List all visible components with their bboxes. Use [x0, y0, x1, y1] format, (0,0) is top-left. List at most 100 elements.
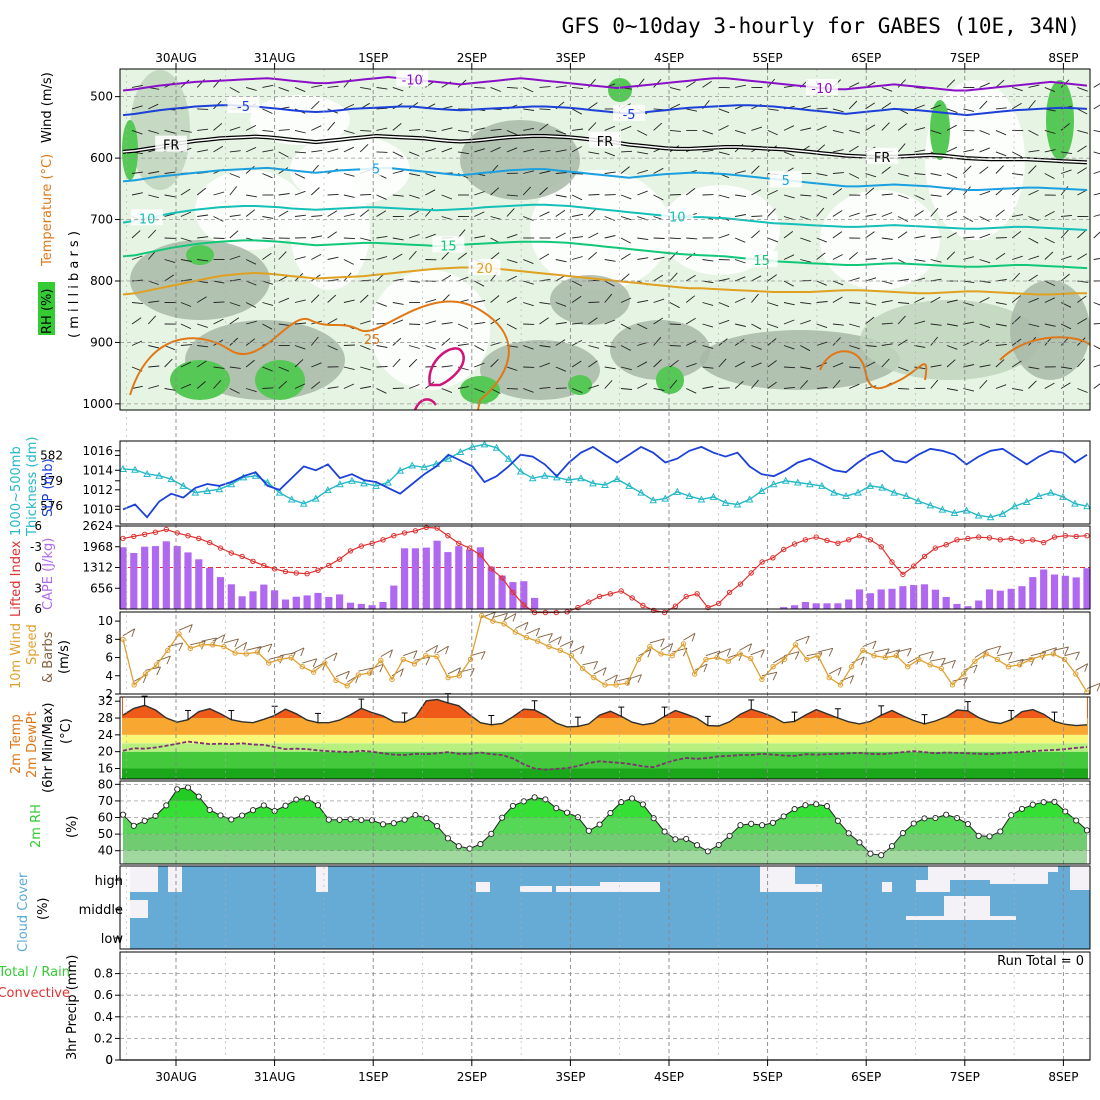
- rh-point: [1018, 805, 1026, 812]
- wind-speed-point: [602, 682, 608, 688]
- wind-barb-flag: [548, 633, 553, 642]
- wind-speed-point: [781, 656, 787, 663]
- li-point: [726, 589, 733, 596]
- rh-point: [802, 802, 809, 809]
- upper-ytick-label: 700: [90, 213, 113, 227]
- wind-barb: [408, 151, 420, 157]
- precip-ytick-label-zero: 0: [105, 1053, 113, 1067]
- rh-point: [867, 850, 874, 857]
- li-point: [228, 550, 235, 556]
- wind-speed-point: [613, 682, 619, 688]
- upper-air-panel: -10 -10 -5 -5 FR FR FR 5 5 10 10 15 15 20 25 500 600 700…: [82, 69, 1100, 411]
- wind-barb: [327, 85, 339, 88]
- wind-barb: [327, 256, 339, 260]
- wind-barb: [637, 323, 648, 330]
- wind-barb-10m: [862, 640, 877, 648]
- cloud-gap: [1070, 866, 1090, 890]
- thickness-point: [540, 471, 549, 479]
- cape-bar: [271, 590, 279, 609]
- wind-barb: [849, 82, 860, 88]
- wind-barb: [343, 129, 355, 134]
- wind-barb: [604, 319, 616, 325]
- wind-barb-10m: [851, 656, 865, 664]
- slp-ytick-label: 1012: [82, 483, 113, 497]
- wind-speed-point: [434, 653, 440, 660]
- thickness-line: [122, 443, 1088, 518]
- wind-barb: [310, 100, 320, 110]
- cape-bar: [130, 553, 138, 609]
- rh-shade: [460, 120, 580, 200]
- wind-barb: [783, 302, 795, 306]
- date-label-top: 8SEP: [1048, 51, 1078, 65]
- wind-barb: [881, 212, 893, 217]
- date-label-top: 30AUG: [155, 51, 197, 65]
- wind-barb: [229, 230, 239, 239]
- ylabel-convective: Convective: [0, 986, 70, 1001]
- wind-barb: [474, 388, 485, 393]
- date-label-bottom: 8SEP: [1048, 1070, 1078, 1084]
- isotherm-label-bg: [155, 135, 188, 152]
- li-point: [1073, 533, 1079, 540]
- wind-barb: [783, 151, 795, 157]
- wind-barb: [800, 127, 812, 131]
- wind-barb-flag: [470, 668, 475, 677]
- rh-band: [123, 850, 1087, 864]
- wind-speed-point: [1039, 653, 1045, 659]
- wind-barb: [229, 214, 241, 217]
- wind-barb-flag: [929, 651, 934, 660]
- wind-barb: [686, 108, 698, 112]
- rh-point: [390, 820, 397, 827]
- cloud-gap: [1048, 866, 1058, 872]
- wind-barb: [751, 165, 760, 174]
- wind-barb: [490, 358, 499, 368]
- isotherm-label: FR: [163, 139, 180, 154]
- wind-barb: [148, 385, 160, 389]
- thickness-point: [709, 492, 718, 500]
- wind-speed-point: [1061, 656, 1068, 663]
- wind-barb: [1093, 214, 1100, 217]
- wind-barb: [457, 252, 468, 260]
- wind-barb: [245, 359, 255, 368]
- wind-barb: [131, 340, 143, 346]
- wind-speed-point: [120, 636, 126, 642]
- wind-barb: [180, 188, 191, 196]
- wind-barb: [278, 167, 289, 174]
- wind-barb: [474, 127, 486, 131]
- wind-barb: [180, 279, 192, 282]
- rh-shade-green: [170, 360, 230, 400]
- wind-barb: [474, 235, 486, 239]
- wind-barb: [571, 146, 582, 153]
- wind-barb: [392, 302, 404, 305]
- wind-barb: [604, 293, 613, 303]
- wind-barb: [343, 237, 355, 240]
- thickness-point: [1059, 492, 1067, 500]
- li-point: [336, 556, 343, 562]
- wind-barb: [1028, 255, 1040, 260]
- wind-barb: [474, 148, 485, 153]
- wind-barb: [946, 211, 958, 217]
- wind-barb: [685, 274, 696, 282]
- wind-barb: [604, 380, 613, 389]
- thickness-point: [625, 481, 633, 489]
- panel-border: [119, 780, 1091, 865]
- wind-barb-flag: [1075, 651, 1080, 661]
- cloud-gap: [556, 886, 600, 892]
- wind-barb: [506, 208, 515, 217]
- wind-barb: [588, 208, 597, 217]
- wind-barb: [359, 209, 370, 217]
- wind-speed-point: [916, 656, 922, 663]
- thickness-point: [1047, 488, 1055, 496]
- wind-barb: [392, 123, 402, 131]
- wind-barb-10m: [593, 667, 607, 675]
- wind-barb: [360, 279, 372, 282]
- wind-barb-flag: [243, 642, 248, 651]
- wind-barb: [1061, 214, 1073, 217]
- wind-barb: [620, 237, 631, 244]
- wind-barb: [1077, 253, 1088, 260]
- ylabel-wind-units: (m/s): [57, 640, 72, 674]
- isotherm-label-bg: [396, 70, 429, 87]
- wind-barb: [653, 317, 664, 325]
- wind-barb-flag: [166, 655, 171, 665]
- wind-speed-point: [131, 682, 137, 688]
- wind-speed-line: [122, 614, 1088, 693]
